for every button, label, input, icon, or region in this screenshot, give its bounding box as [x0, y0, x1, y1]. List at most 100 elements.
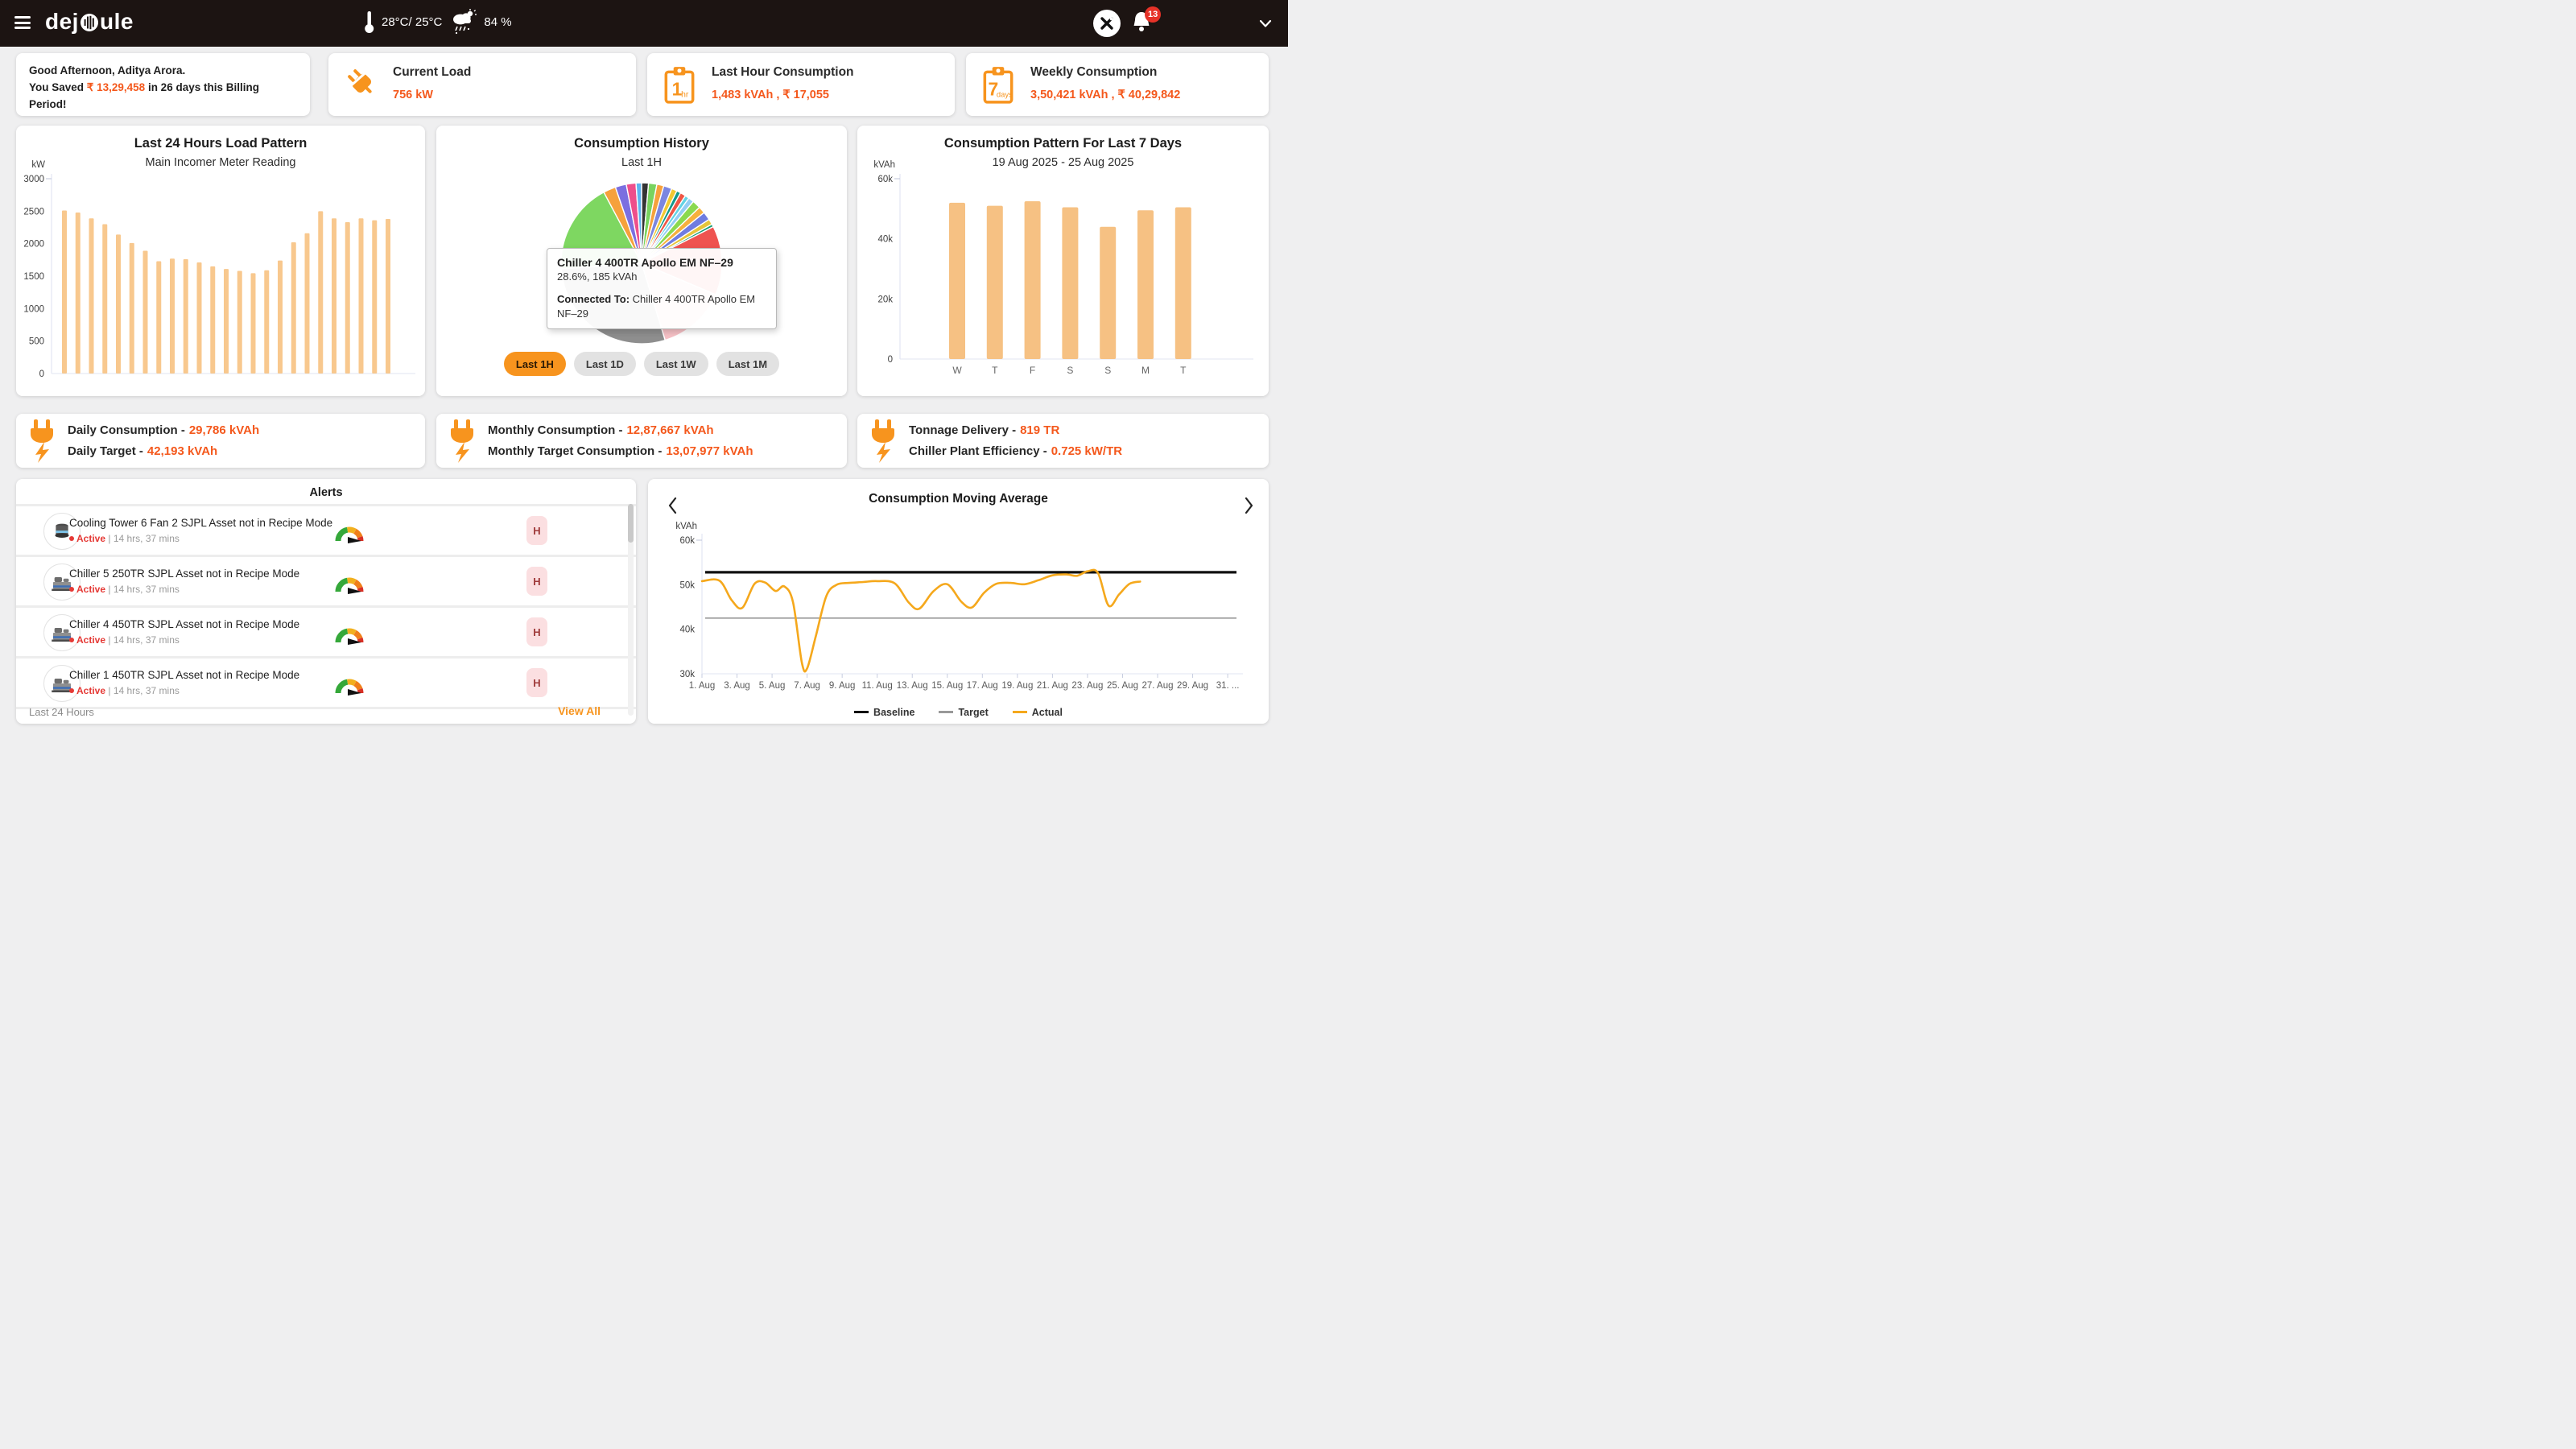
week-bar[interactable] [1100, 226, 1117, 359]
stat-row: Daily Target -42,193 kVAh [68, 444, 218, 458]
weekly-consumption-card: 7 days Weekly Consumption 3,50,421 kVAh … [966, 53, 1269, 116]
legend-item-target[interactable]: Target [939, 707, 989, 718]
load-bar[interactable] [291, 242, 296, 374]
load-bar[interactable] [170, 258, 175, 374]
tonnage-stats-card: Tonnage Delivery -819 TR Chiller Plant Ef… [857, 414, 1269, 468]
pie-slice[interactable] [635, 182, 642, 264]
range-button-last-1w[interactable]: Last 1W [643, 352, 708, 376]
load-bar[interactable] [116, 234, 121, 374]
alert-row[interactable]: Chiller 5 250TR SJPL Asset not in Recipe… [16, 557, 636, 605]
week-bar[interactable] [1137, 210, 1154, 359]
tools-button[interactable] [1093, 10, 1121, 37]
legend-item-baseline[interactable]: Baseline [854, 707, 914, 718]
load-bar[interactable] [237, 270, 242, 374]
range-button-last-1d[interactable]: Last 1D [573, 352, 636, 376]
stat-row: Chiller Plant Efficiency -0.725 kW/TR [909, 444, 1123, 458]
range-button-last-1m[interactable]: Last 1M [716, 352, 780, 376]
consumption-history-card: Consumption History Last 1H Chiller 4 40… [436, 126, 847, 396]
app-logo[interactable]: dej ule [45, 9, 134, 35]
load-bar[interactable] [372, 220, 378, 374]
alerts-card: Alerts Cooling Tower 6 Fan 2 SJPL Asset … [16, 479, 636, 724]
stat-value: 42,193 kVAh [147, 444, 218, 458]
pie-tooltip-detail: 28.6%, 185 kVAh [557, 270, 638, 283]
savings-amount: ₹ 13,29,458 [86, 80, 146, 93]
menu-icon[interactable] [14, 16, 32, 31]
load-bar[interactable] [142, 250, 148, 374]
load-bar[interactable] [318, 211, 324, 374]
health-gauge-icon [335, 628, 364, 645]
week-bar[interactable] [1024, 201, 1041, 359]
svg-text:kVAh: kVAh [873, 160, 895, 170]
bolt-plug-icon [872, 419, 894, 463]
legend-dash-icon [1012, 711, 1027, 713]
load-bar[interactable] [62, 210, 67, 374]
week-bar[interactable] [986, 205, 1003, 359]
alert-separator [16, 555, 636, 557]
alert-row[interactable]: Cooling Tower 6 Fan 2 SJPL Asset not in … [16, 506, 636, 555]
chevron-right-icon[interactable] [1244, 497, 1254, 514]
svg-text:50k: 50k [679, 580, 695, 590]
alert-row[interactable]: Chiller 1 450TR SJPL Asset not in Recipe… [16, 658, 636, 707]
weekly-pattern-bar-chart: 0 20k 40k 60k kVAh W T F S S M T [873, 160, 1253, 376]
week-bar[interactable] [1174, 207, 1191, 359]
svg-text:1500: 1500 [23, 272, 44, 282]
legend-item-actual[interactable]: Actual [1012, 707, 1063, 718]
load-bar[interactable] [75, 212, 80, 374]
stat-value: 12,87,667 kVAh [626, 423, 714, 437]
top-nav: dej ule 28°C/ 25°C [0, 0, 1288, 47]
alert-title: Chiller 1 450TR SJPL Asset not in Recipe… [69, 669, 300, 681]
load-bar[interactable] [250, 273, 256, 374]
actual-line [700, 568, 1141, 673]
svg-text:23. Aug: 23. Aug [1071, 681, 1103, 691]
svg-text:29. Aug: 29. Aug [1177, 681, 1208, 691]
load-bar[interactable] [210, 266, 216, 374]
svg-text:W: W [952, 365, 962, 376]
week-bar[interactable] [1062, 207, 1079, 359]
logo-fan-icon [80, 14, 98, 31]
range-button-last-1h[interactable]: Last 1H [503, 352, 566, 376]
alerts-scrollbar-thumb[interactable] [628, 504, 634, 543]
plug-icon [348, 68, 372, 93]
chiller-icon [52, 679, 72, 693]
alert-status: Active | 14 hrs, 37 mins [69, 634, 180, 646]
load-bar[interactable] [183, 259, 188, 374]
load-bar[interactable] [156, 261, 162, 374]
alert-status: Active | 14 hrs, 37 mins [69, 685, 180, 696]
load-bar[interactable] [196, 262, 202, 374]
chevron-down-icon[interactable] [1259, 19, 1272, 28]
active-dot-icon [69, 587, 74, 592]
svg-text:hr: hr [681, 91, 689, 100]
svg-text:kVAh: kVAh [675, 522, 697, 531]
notifications-button[interactable]: 13 [1130, 6, 1162, 37]
severity-badge: H [526, 516, 547, 545]
svg-text:F: F [1030, 365, 1035, 376]
asset-avatar [43, 513, 80, 550]
load-bar[interactable] [386, 219, 390, 374]
svg-text:60k: 60k [877, 175, 893, 184]
load-bar[interactable] [89, 218, 94, 374]
load-bar[interactable] [129, 242, 134, 374]
week-bar[interactable] [949, 202, 965, 359]
load-bar[interactable] [278, 260, 283, 374]
load-bar[interactable] [345, 222, 350, 374]
last-hour-consumption-card: 1 hr Last Hour Consumption 1,483 kVAh , … [647, 53, 955, 116]
daily-stats-rows: Daily Consumption -29,786 kVAh Daily Targ… [68, 423, 259, 458]
svg-text:kW: kW [31, 160, 45, 170]
view-all-link[interactable]: View All [558, 704, 601, 717]
alerts-scrollbar[interactable] [628, 504, 634, 716]
weekly-pattern-title: Consumption Pattern For Last 7 Days [943, 136, 1183, 151]
load-bar[interactable] [304, 233, 310, 374]
svg-text:27. Aug: 27. Aug [1142, 681, 1174, 691]
alert-row[interactable]: Chiller 4 450TR SJPL Asset not in Recipe… [16, 608, 636, 656]
load-bar[interactable] [264, 270, 270, 374]
load-bar[interactable] [224, 269, 229, 374]
load-bar[interactable] [358, 218, 364, 374]
chevron-left-icon[interactable] [667, 497, 678, 514]
svg-text:20k: 20k [877, 295, 893, 304]
alert-separator [16, 504, 636, 506]
svg-text:S: S [1104, 365, 1111, 376]
pie-tooltip: Chiller 4 400TR Apollo EM NF–29 28.6%, 1… [547, 248, 777, 330]
load-bar[interactable] [332, 218, 336, 374]
alert-title: Chiller 5 250TR SJPL Asset not in Recipe… [69, 568, 300, 580]
load-bar[interactable] [102, 224, 108, 374]
